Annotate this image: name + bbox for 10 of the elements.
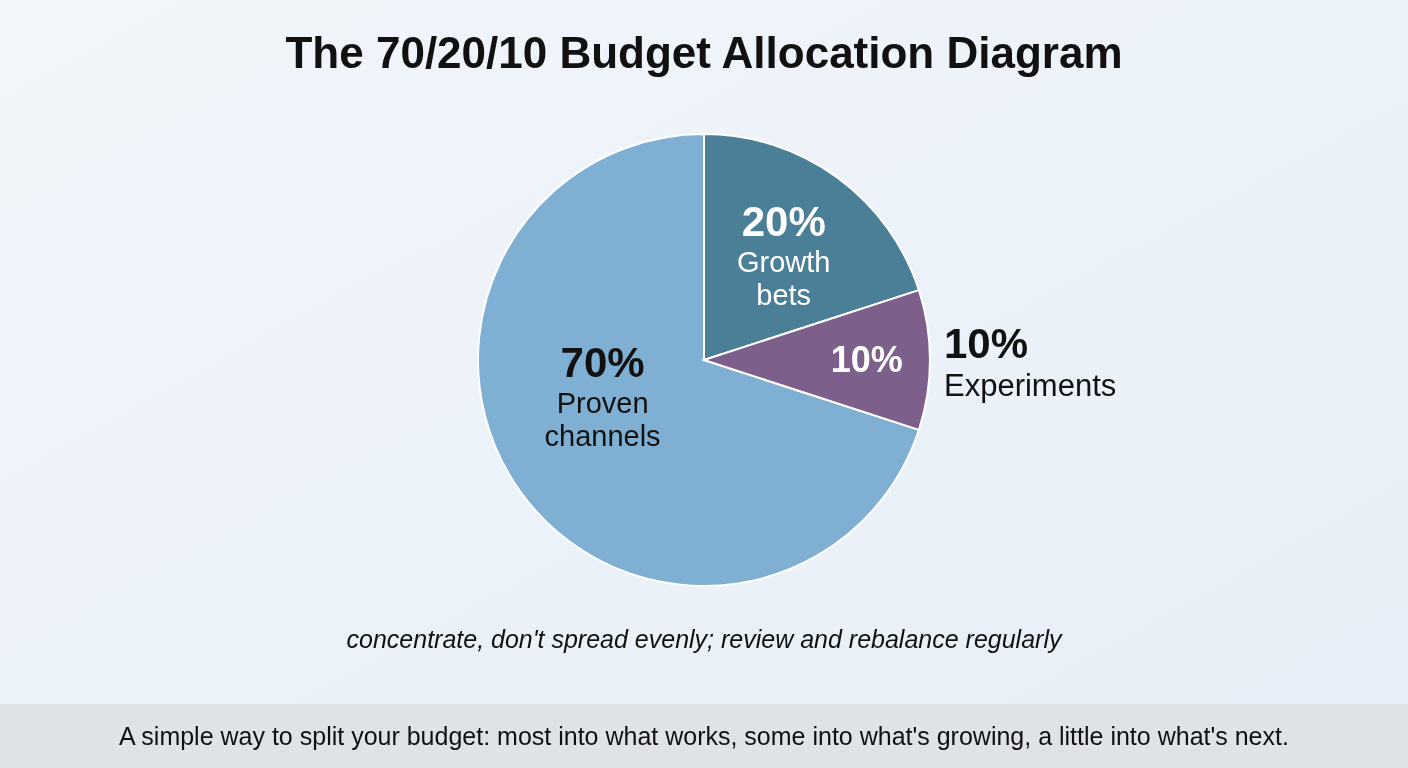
text: 10% — [944, 320, 1029, 367]
data-label: 10% — [830, 339, 903, 380]
slice-label: Experiments — [944, 368, 1117, 403]
slice-label: Growth bets — [736, 246, 831, 312]
chart-title: The 70/20/10 Budget Allocation Diagram — [285, 28, 1123, 77]
data-label: 70% — [560, 339, 645, 387]
text: A simple way to split your budget: most into what works, some into what's growing, a little into what's next. — [119, 722, 1289, 750]
data-label: 20% — [741, 198, 826, 246]
text: concentrate, don't spread evenly; review and rebalance regularly — [346, 625, 1063, 653]
slice-label: Proven channels — [544, 387, 661, 453]
